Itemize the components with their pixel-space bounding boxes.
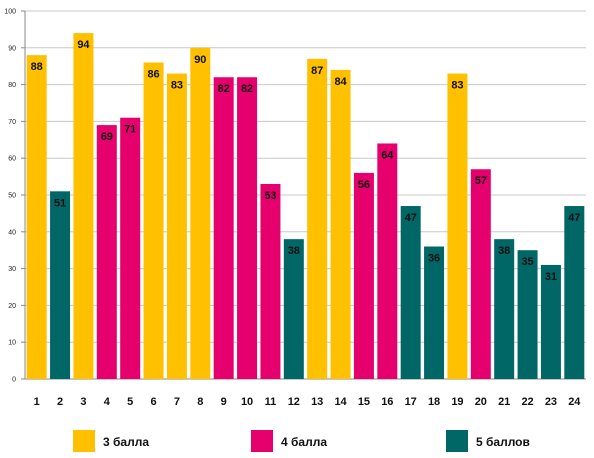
y-tick-label: 50 <box>8 193 16 200</box>
x-tick-label: 1 <box>34 396 40 408</box>
x-tick-label: 10 <box>241 396 253 408</box>
bar-15 <box>353 172 374 379</box>
x-tick-label: 13 <box>311 396 323 408</box>
data-label: 94 <box>77 39 90 51</box>
data-label: 56 <box>358 179 370 191</box>
bar-10 <box>237 77 258 380</box>
x-tick-label: 15 <box>358 396 370 408</box>
x-tick-label: 6 <box>151 396 157 408</box>
bar-22 <box>517 250 538 379</box>
y-tick-label: 40 <box>8 229 16 236</box>
gridlines <box>25 10 586 380</box>
x-tick-label: 8 <box>197 396 203 408</box>
y-tick-label: 70 <box>8 119 16 126</box>
legend-label: 4 балла <box>281 435 327 449</box>
x-tick-label: 16 <box>381 396 393 408</box>
legend-swatch <box>446 430 468 452</box>
bar-5 <box>120 117 141 379</box>
y-tick-label: 80 <box>8 82 16 89</box>
y-tick-label: 10 <box>8 340 16 347</box>
data-label: 31 <box>545 271 557 283</box>
x-tick-label: 11 <box>265 396 277 408</box>
data-labels: 88 51 94 69 71 86 83 90 82 82 53 38 87 84 56 64 47 36 83 57… <box>31 39 581 283</box>
y-tick-label: 0 <box>12 377 16 384</box>
x-tick-label: 3 <box>80 396 86 408</box>
bar-1 <box>26 55 47 379</box>
x-tick-label: 18 <box>428 396 440 408</box>
bars <box>26 33 585 380</box>
x-tick-label: 9 <box>221 396 227 408</box>
bar-17 <box>400 206 421 379</box>
y-tick-label: 100 <box>4 9 16 16</box>
legend: 3 балла 4 балла 5 баллов <box>73 430 530 452</box>
data-label: 64 <box>381 149 394 161</box>
bar-18 <box>424 246 445 379</box>
data-label: 86 <box>147 69 159 81</box>
data-label: 36 <box>428 253 440 265</box>
data-label: 47 <box>405 212 417 224</box>
x-tick-label: 23 <box>545 396 557 408</box>
data-label: 88 <box>31 61 43 73</box>
bar-13 <box>307 58 328 380</box>
legend-swatch <box>251 430 273 452</box>
data-label: 51 <box>54 197 66 209</box>
x-tick-label: 22 <box>521 396 533 408</box>
x-tick-label: 20 <box>475 396 487 408</box>
x-tick-label: 5 <box>127 396 133 408</box>
data-label: 35 <box>521 256 533 268</box>
x-tick-label: 7 <box>174 396 180 408</box>
bar-12 <box>283 239 304 379</box>
data-label: 90 <box>194 54 206 66</box>
bar-14 <box>330 69 351 379</box>
x-tick-label: 19 <box>451 396 463 408</box>
data-label: 83 <box>451 80 463 92</box>
bar-8 <box>190 47 211 380</box>
bar-21 <box>494 239 515 379</box>
bar-6 <box>143 62 164 380</box>
bar-7 <box>166 73 187 379</box>
data-label: 53 <box>264 190 276 202</box>
data-label: 84 <box>334 76 347 88</box>
x-tick-label: 21 <box>498 396 510 408</box>
x-tick-label: 17 <box>405 396 417 408</box>
data-label: 82 <box>218 83 230 95</box>
data-label: 38 <box>498 245 510 257</box>
bar-16 <box>377 143 398 379</box>
bar-19 <box>447 73 468 379</box>
data-label: 87 <box>311 65 323 77</box>
x-tick-label: 14 <box>334 396 347 408</box>
x-tick-label: 24 <box>568 396 581 408</box>
data-label: 83 <box>171 80 183 92</box>
bar-3 <box>73 33 94 379</box>
bar-2 <box>50 191 71 379</box>
legend-label: 5 баллов <box>476 435 530 449</box>
x-tick-label: 12 <box>288 396 300 408</box>
legend-label: 3 балла <box>103 435 149 449</box>
bar-4 <box>96 125 117 379</box>
bar-24 <box>564 206 585 379</box>
data-label: 82 <box>241 83 253 95</box>
y-tick-label: 60 <box>8 156 16 163</box>
bar-11 <box>260 183 281 379</box>
bar-23 <box>540 264 561 379</box>
legend-swatch <box>73 430 95 452</box>
bar-9 <box>213 77 234 380</box>
x-tick-label: 2 <box>57 396 63 408</box>
y-tick-label: 20 <box>8 303 16 310</box>
bar-20 <box>470 169 491 379</box>
x-tick-label: 4 <box>104 396 111 408</box>
data-label: 69 <box>101 131 113 143</box>
data-label: 47 <box>568 212 580 224</box>
y-tick-label: 30 <box>8 266 16 273</box>
data-label: 71 <box>124 124 136 136</box>
data-label: 38 <box>288 245 300 257</box>
y-tick-label: 90 <box>8 45 16 52</box>
data-label: 57 <box>475 175 487 187</box>
